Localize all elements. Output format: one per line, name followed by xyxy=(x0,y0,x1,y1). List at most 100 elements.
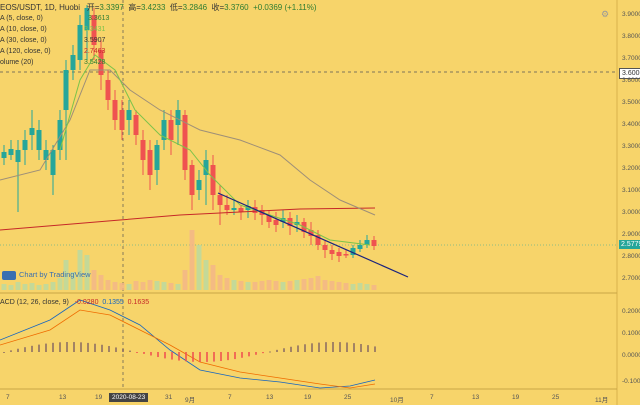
macd-histogram-bar xyxy=(304,344,306,352)
volume-bar xyxy=(133,281,139,290)
x-tick-label: 19 xyxy=(95,394,103,401)
macd-histogram-bar xyxy=(143,352,145,354)
candle-body xyxy=(189,165,195,195)
macd-histogram-bar xyxy=(283,348,285,352)
macd-histogram-bar xyxy=(80,342,82,352)
volume-bar xyxy=(105,280,111,290)
y-tick-label: 3.9000 xyxy=(622,11,640,18)
candle-body xyxy=(336,252,342,256)
indicator-ma120[interactable]: A (120, close, 0) xyxy=(0,48,51,55)
candle-body xyxy=(238,208,244,212)
macd-histogram-bar xyxy=(3,352,5,353)
x-tick-label: 7 xyxy=(228,394,232,401)
volume-bar xyxy=(210,265,216,290)
macd-header[interactable]: ACD (12, 26, close, 9) -0.0280 0.1355 0.… xyxy=(0,299,149,306)
candle-body xyxy=(91,15,97,45)
candle-body xyxy=(112,100,118,120)
y-tick-label: 3.7000 xyxy=(622,55,640,62)
close-label: 收= xyxy=(211,3,225,12)
candle-body xyxy=(70,55,76,70)
volume-bar xyxy=(245,282,251,290)
macd-histogram-bar xyxy=(206,352,208,362)
candle-body xyxy=(350,248,356,255)
tradingview-watermark[interactable]: Chart by TradingView xyxy=(2,270,91,280)
indicator-label: A (5, close, 0) xyxy=(0,15,43,22)
volume-bar xyxy=(308,278,314,290)
candle-body xyxy=(50,150,56,175)
macd-histogram-bar xyxy=(59,342,61,352)
x-tick-label: 25 xyxy=(344,394,352,401)
y-tick-label: 3.3000 xyxy=(622,143,640,150)
macd-histogram-bar xyxy=(234,352,236,360)
symbol-header: EOS/USDT, 1D, Huobi 开=3.3397 高=3.4233 低=… xyxy=(0,2,317,13)
y-tick-label: 3.0000 xyxy=(622,209,640,216)
x-tick-label: 9月 xyxy=(185,397,196,404)
x-tick-label: 7 xyxy=(6,394,10,401)
watermark-text: Chart by TradingView xyxy=(19,270,91,279)
candle-body xyxy=(147,150,153,175)
volume-bar xyxy=(189,230,195,290)
macd-tick-label: 0.2000 xyxy=(622,308,640,315)
high-label: 高= xyxy=(128,3,141,12)
open-value: 3.3397 xyxy=(99,3,124,12)
volume-bar xyxy=(364,284,370,290)
candle-body xyxy=(343,254,349,256)
candle-body xyxy=(43,150,49,160)
macd-histogram-bar xyxy=(269,351,271,353)
candle-body xyxy=(84,8,90,30)
indicator-value: 2.7463 xyxy=(84,48,106,55)
macd-histogram-bar xyxy=(199,352,201,362)
volume-bar xyxy=(280,282,286,290)
macd-histogram-bar xyxy=(213,352,215,362)
x-tick-label: 10月 xyxy=(390,397,404,404)
x-tick-label: 13 xyxy=(472,394,480,401)
macd-value-2: 0.1355 xyxy=(102,299,124,306)
volume-bar xyxy=(119,283,125,290)
macd-histogram-bar xyxy=(122,348,124,352)
x-tick-label: 19 xyxy=(304,394,312,401)
y-tick-label: 3.5000 xyxy=(622,99,640,106)
candle-body xyxy=(22,140,28,150)
candle-body xyxy=(210,165,216,195)
indicator-ma10[interactable]: A (10, close, 0) xyxy=(0,26,47,33)
candle-body xyxy=(1,152,7,158)
candle-body xyxy=(224,205,230,210)
volume-bar xyxy=(301,279,307,290)
gear-icon[interactable]: ⚙ xyxy=(600,9,610,19)
volume-bar xyxy=(196,245,202,290)
candle-body xyxy=(154,145,160,170)
volume-bar xyxy=(57,278,63,290)
volume-bar xyxy=(217,275,223,290)
volume-bar xyxy=(98,275,104,290)
indicator-value: 3.3613 xyxy=(88,15,110,22)
indicator-label: olume (20) xyxy=(0,59,34,66)
indicator-value: 3.5907 xyxy=(84,37,106,44)
macd-histogram-bar xyxy=(94,343,96,352)
candle-body xyxy=(357,245,363,249)
volume-bar xyxy=(315,276,321,290)
candle-body xyxy=(57,120,63,150)
macd-histogram-bar xyxy=(255,352,257,355)
macd-histogram-bar xyxy=(52,342,54,352)
macd-value-1: -0.0280 xyxy=(74,299,99,306)
y-tick-label: 2.9000 xyxy=(622,231,640,238)
macd-tick-label: 0.0000 xyxy=(622,352,640,359)
volume-bar xyxy=(371,285,377,290)
ma120-line xyxy=(0,207,376,231)
volume-bar xyxy=(161,282,167,290)
macd-histogram-bar xyxy=(353,343,355,352)
candle-body xyxy=(15,150,21,162)
indicator-ma30[interactable]: A (30, close, 0) xyxy=(0,37,47,44)
current-price-tag: 2.5779 xyxy=(619,240,640,249)
candle-body xyxy=(217,195,223,205)
change-value: +0.0369 (+1.11%) xyxy=(253,3,317,12)
y-tick-label: 2.7000 xyxy=(622,275,640,282)
candle-body xyxy=(231,208,237,210)
volume-bar xyxy=(203,260,209,290)
macd-histogram-bar xyxy=(192,352,194,362)
indicator-volume[interactable]: olume (20) xyxy=(0,59,33,66)
indicator-ma5[interactable]: A (5, close, 0) xyxy=(0,15,43,22)
volume-bar xyxy=(182,270,188,290)
x-tick-label: 13 xyxy=(266,394,274,401)
